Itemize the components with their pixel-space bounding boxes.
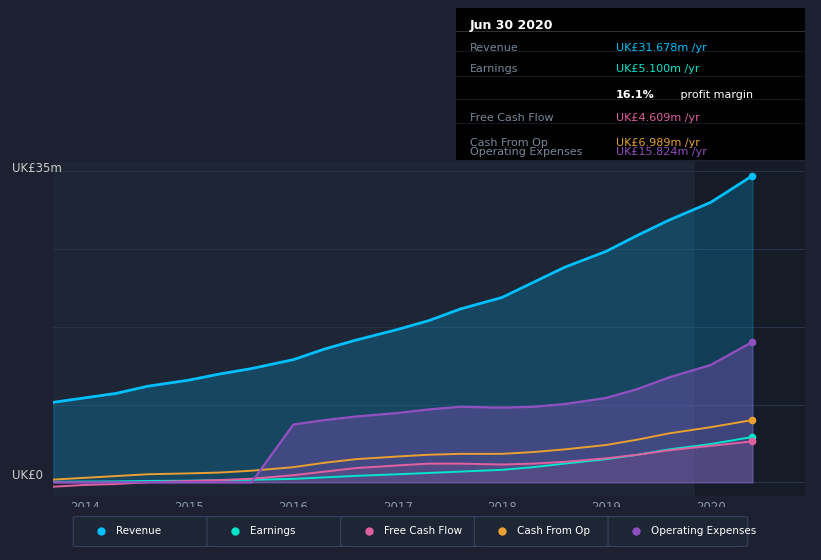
Text: Operating Expenses: Operating Expenses — [470, 147, 582, 157]
FancyBboxPatch shape — [608, 516, 748, 547]
Text: UK£0: UK£0 — [12, 469, 43, 482]
Text: UK£6.989m /yr: UK£6.989m /yr — [616, 138, 700, 148]
Text: Jun 30 2020: Jun 30 2020 — [470, 19, 553, 32]
FancyBboxPatch shape — [475, 516, 614, 547]
Text: UK£35m: UK£35m — [12, 162, 62, 175]
Text: 16.1%: 16.1% — [616, 90, 655, 100]
FancyBboxPatch shape — [73, 516, 213, 547]
Text: profit margin: profit margin — [677, 90, 754, 100]
Text: Operating Expenses: Operating Expenses — [651, 526, 756, 535]
Text: Earnings: Earnings — [470, 64, 518, 74]
Text: Earnings: Earnings — [250, 526, 296, 535]
Text: UK£4.609m /yr: UK£4.609m /yr — [616, 113, 700, 123]
Bar — [695, 162, 821, 496]
Text: Free Cash Flow: Free Cash Flow — [470, 113, 553, 123]
Text: Revenue: Revenue — [117, 526, 162, 535]
Text: Free Cash Flow: Free Cash Flow — [383, 526, 461, 535]
Text: UK£5.100m /yr: UK£5.100m /yr — [616, 64, 699, 74]
FancyBboxPatch shape — [207, 516, 346, 547]
Text: Cash From Op: Cash From Op — [517, 526, 590, 535]
Text: UK£15.824m /yr: UK£15.824m /yr — [616, 147, 707, 157]
Text: Cash From Op: Cash From Op — [470, 138, 548, 148]
Text: UK£31.678m /yr: UK£31.678m /yr — [616, 43, 707, 53]
Text: Revenue: Revenue — [470, 43, 518, 53]
FancyBboxPatch shape — [341, 516, 480, 547]
